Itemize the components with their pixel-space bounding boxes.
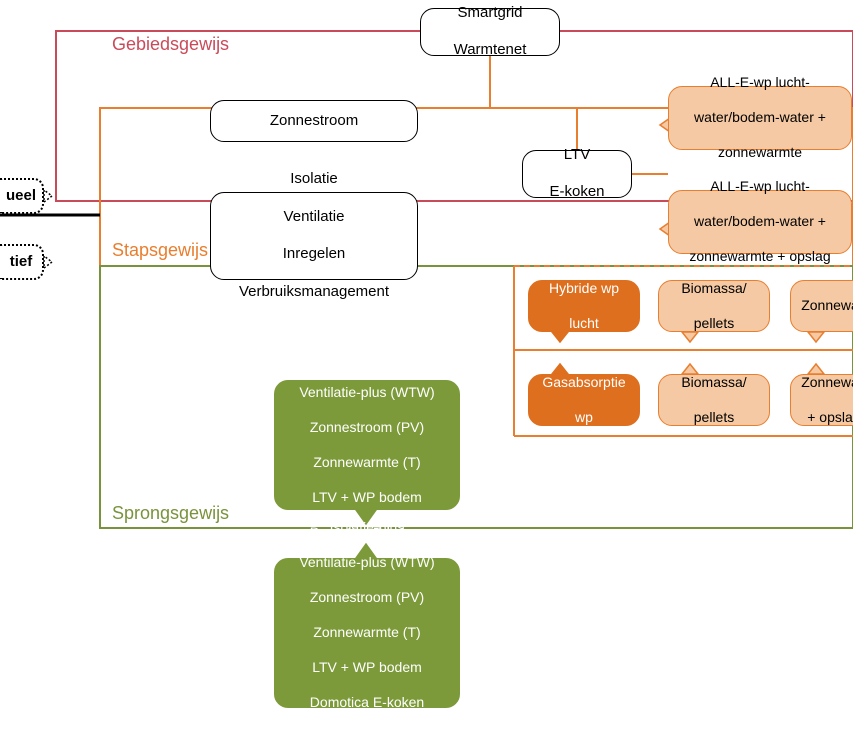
all2-line: zonnewarmte + opslag — [689, 248, 830, 266]
green1-line: LTV + WP bodem — [312, 489, 422, 507]
gasabs-line: Gasabsorptie — [542, 374, 625, 392]
green1-line: Isolatie-plus — [330, 349, 405, 367]
isolatie-line: Isolatie — [290, 170, 338, 189]
green2-line: Opslag — [345, 729, 389, 747]
smartgrid-line: Smartgrid — [457, 4, 522, 23]
all2-line: ALL-E-wp lucht- — [710, 178, 810, 196]
hybride-line: Hybride wp — [549, 280, 619, 298]
label-stapsgewijs: Stapsgewijs — [112, 240, 208, 261]
ueel-callout: ueel — [0, 178, 44, 214]
all1-node: ALL-E-wp lucht-water/bodem-water +zonnew… — [668, 86, 852, 150]
isolatie-node: IsolatieVentilatieInregelenVerbruiksmana… — [210, 192, 418, 280]
green2-line: Ventilatie-plus (WTW) — [299, 554, 434, 572]
biomassa2-node: Biomassa/pellets — [658, 374, 770, 426]
green2-line: Domotica E-koken — [310, 694, 424, 712]
isolatie-line: Ventilatie — [284, 208, 345, 227]
zonnew2-node: Zonnewa + opsla — [790, 374, 853, 426]
smartgrid-node: SmartgridWarmtenet — [420, 8, 560, 56]
zonnew1-node: Zonnewa — [790, 280, 853, 332]
hybride-node: Hybride wp lucht — [528, 280, 640, 332]
green1-node: Isolatie-plusVentilatie-plus (WTW)Zonnes… — [274, 380, 460, 510]
biomassa2-line: pellets — [694, 409, 734, 427]
tief-callout: tief — [0, 244, 44, 280]
biomassa1-line: Biomassa/ — [681, 280, 746, 298]
green2-line: Isolatie-plus — [330, 519, 405, 537]
ltv-line: E-koken — [549, 183, 604, 202]
zonnew2-line: + opsla — [807, 409, 853, 427]
all2-line: water/bodem-water + — [694, 213, 826, 231]
ltv-node: LTVE-koken — [522, 150, 632, 198]
biomassa1-line: pellets — [694, 315, 734, 333]
label-gebiedsgewijs: Gebiedsgewijs — [112, 34, 229, 55]
gasabs-line: wp — [575, 409, 593, 427]
green2-line: Zonnewarmte (T) — [313, 624, 420, 642]
label-sprongsgewijs: Sprongsgewijs — [112, 503, 229, 524]
isolatie-line: Inregelen — [283, 245, 346, 264]
green2-node: Isolatie-plusVentilatie-plus (WTW)Zonnes… — [274, 558, 460, 708]
smartgrid-line: Warmtenet — [454, 41, 527, 60]
green1-line: Zonnestroom (PV) — [310, 419, 424, 437]
all1-line: water/bodem-water + — [694, 109, 826, 127]
green1-line: Zonnewarmte (T) — [313, 454, 420, 472]
biomassa2-line: Biomassa/ — [681, 374, 746, 392]
green1-line: Ventilatie-plus (WTW) — [299, 384, 434, 402]
ltv-line: LTV — [564, 146, 590, 165]
zonnestroom-node: Zonnestroom — [210, 100, 418, 142]
isolatie-line: Verbruiksmanagement — [239, 283, 389, 302]
zonnew2-line: Zonnewa — [801, 374, 853, 392]
gasabs-node: Gasabsorptie wp — [528, 374, 640, 426]
zonnestroom-line: Zonnestroom — [270, 112, 358, 131]
all1-line: ALL-E-wp lucht- — [710, 74, 810, 92]
green2-line: Zonnestroom (PV) — [310, 589, 424, 607]
zonnew1-line: Zonnewa — [801, 297, 853, 315]
hybride-line: lucht — [569, 315, 599, 333]
all2-node: ALL-E-wp lucht-water/bodem-water +zonnew… — [668, 190, 852, 254]
biomassa1-node: Biomassa/pellets — [658, 280, 770, 332]
green2-line: LTV + WP bodem — [312, 659, 422, 677]
all1-line: zonnewarmte — [718, 144, 802, 162]
